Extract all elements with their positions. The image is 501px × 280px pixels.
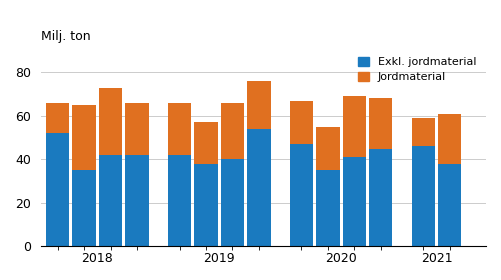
Bar	[316, 170, 340, 246]
Bar	[316, 127, 340, 170]
Bar	[168, 103, 191, 155]
Bar	[46, 103, 70, 133]
Bar	[412, 146, 435, 246]
Bar	[438, 164, 461, 246]
Bar	[125, 155, 149, 246]
Bar	[412, 118, 435, 146]
Bar	[221, 103, 244, 159]
Bar	[99, 155, 122, 246]
Bar	[194, 164, 218, 246]
Bar	[168, 155, 191, 246]
Bar	[221, 159, 244, 246]
Bar	[343, 96, 366, 157]
Bar	[125, 103, 149, 155]
Bar	[369, 148, 392, 246]
Bar	[194, 122, 218, 164]
Bar	[369, 99, 392, 148]
Bar	[73, 105, 96, 170]
Bar	[343, 157, 366, 246]
Bar	[247, 129, 271, 246]
Bar	[438, 114, 461, 164]
Bar	[46, 133, 70, 246]
Text: Milj. ton: Milj. ton	[41, 30, 90, 43]
Bar	[290, 101, 313, 144]
Bar	[290, 144, 313, 246]
Bar	[247, 81, 271, 129]
Bar	[73, 170, 96, 246]
Legend: Exkl. jordmaterial, Jordmaterial: Exkl. jordmaterial, Jordmaterial	[353, 52, 480, 87]
Bar	[99, 88, 122, 155]
